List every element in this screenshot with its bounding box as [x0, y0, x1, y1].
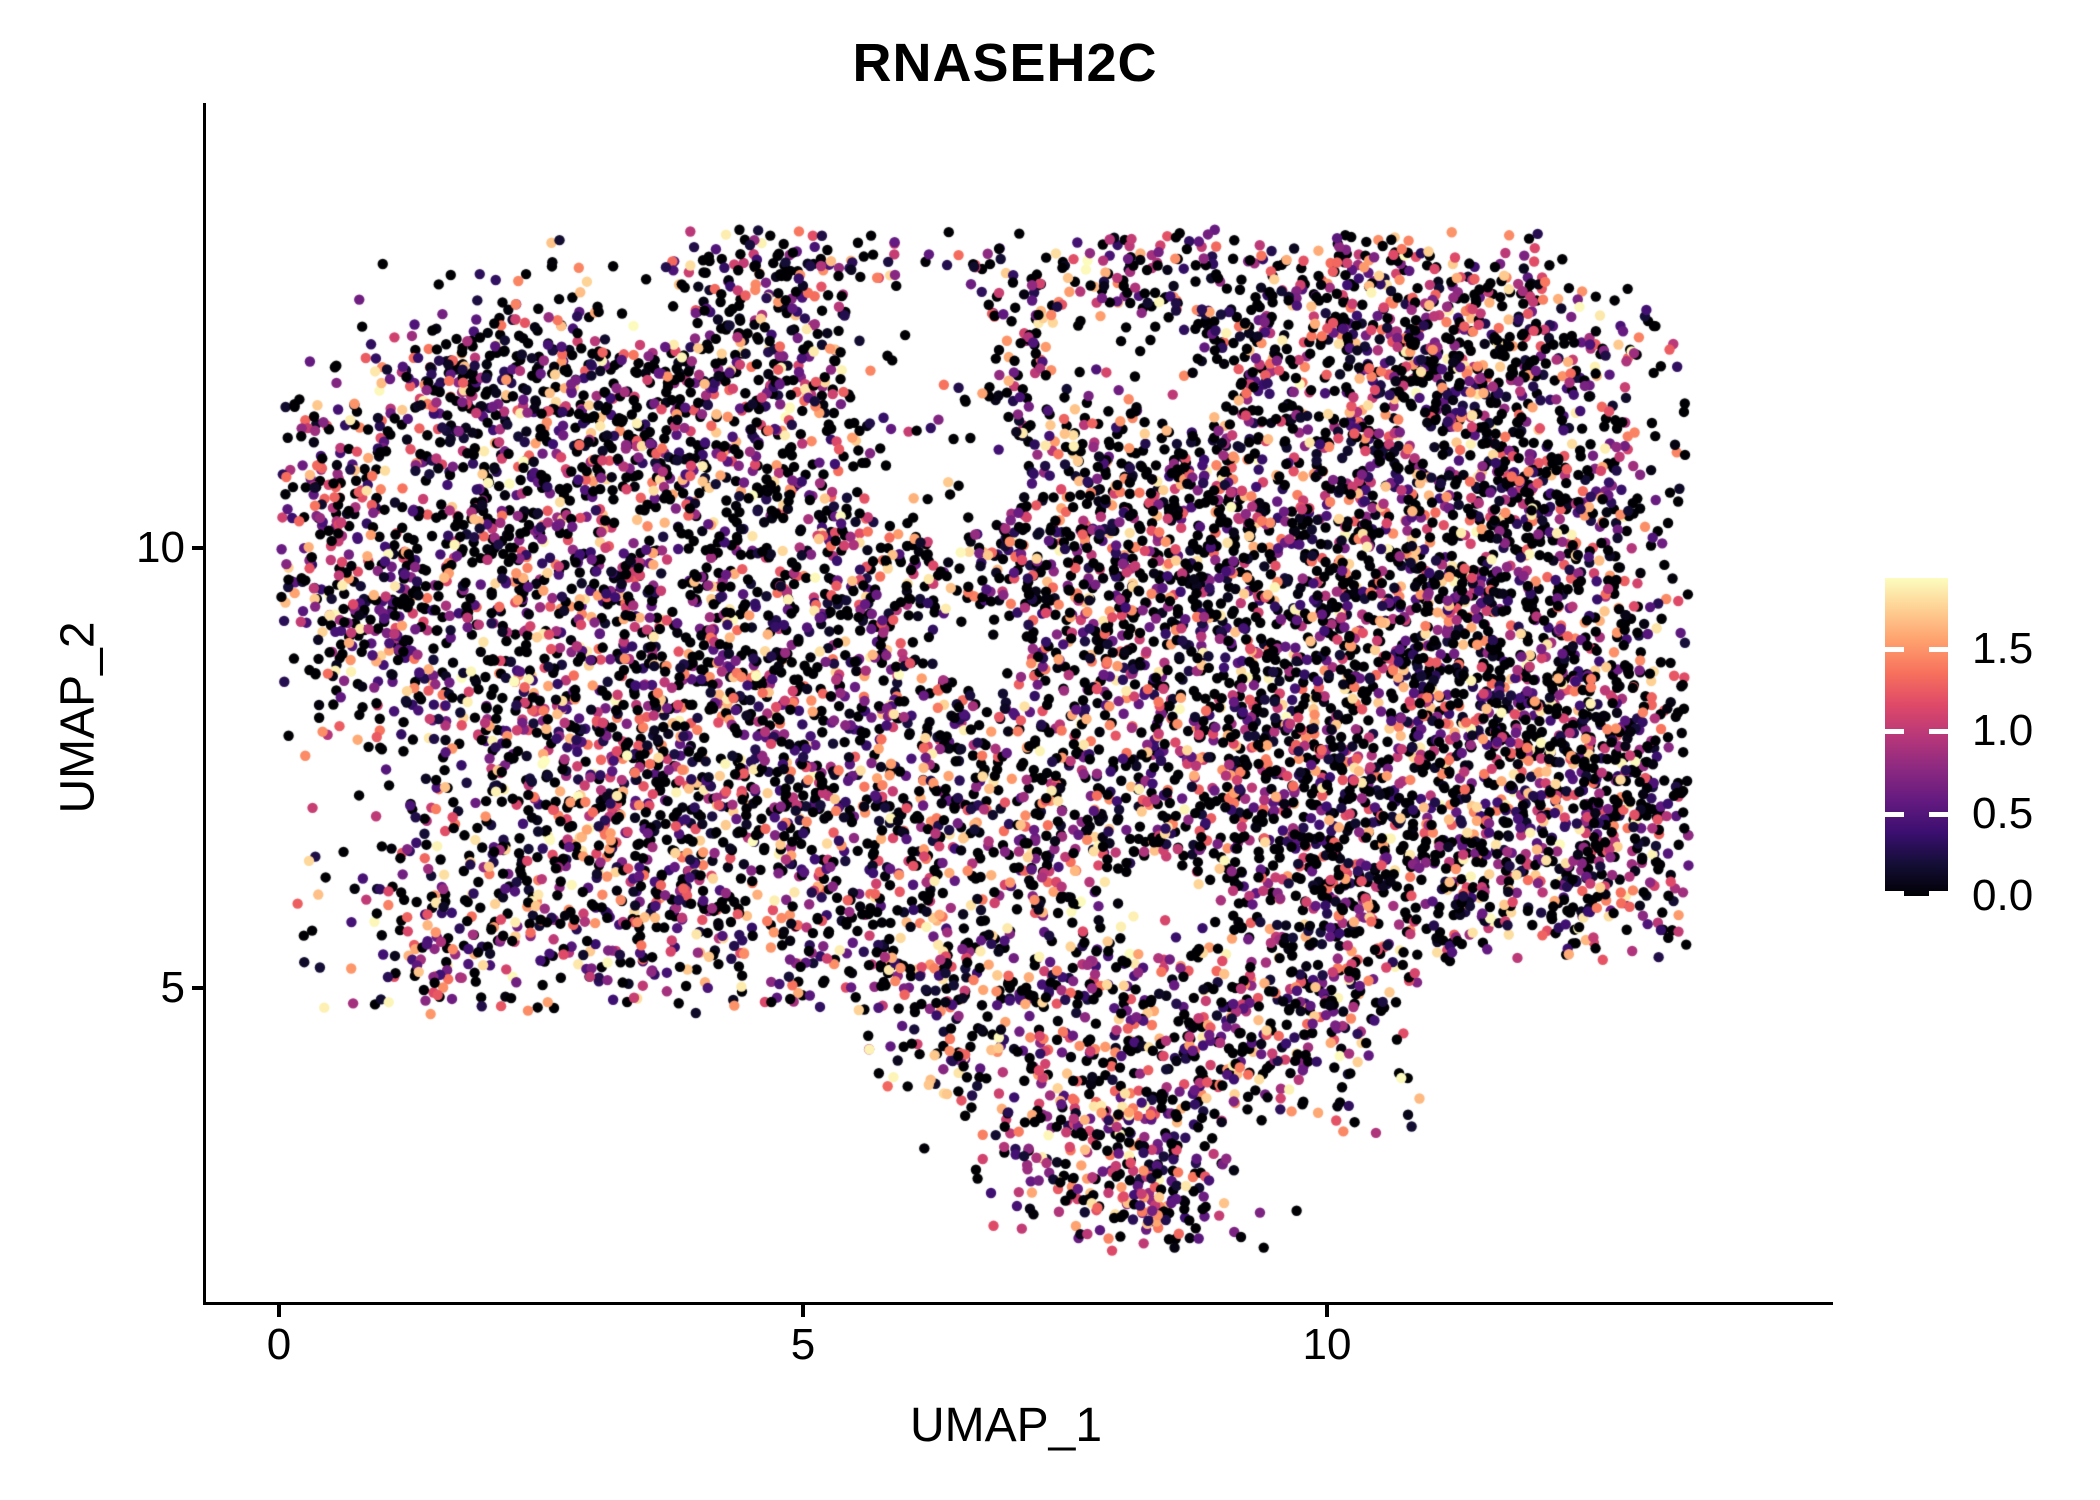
x-axis-line — [203, 1302, 1833, 1305]
colorbar-gradient — [1885, 578, 1948, 896]
plot-title: RNASEH2C — [852, 33, 1158, 93]
colorbar-tick-mark — [1929, 646, 1948, 652]
colorbar-tick-mark — [1929, 891, 1948, 896]
x-axis-title: UMAP_1 — [909, 1399, 1103, 1452]
x-tick-mark — [1325, 1305, 1329, 1317]
colorbar-tick-mark — [1885, 646, 1904, 652]
y-tick-mark — [192, 986, 204, 990]
x-tick-label: 0 — [266, 1320, 292, 1369]
scatter-canvas — [206, 105, 1830, 1302]
colorbar-tick-mark — [1885, 811, 1904, 817]
y-tick-label: 10 — [136, 523, 185, 572]
x-tick-mark — [801, 1305, 805, 1317]
y-axis-title: UMAP_2 — [51, 621, 105, 814]
y-tick-mark — [192, 546, 204, 550]
colorbar-tick-mark — [1929, 729, 1948, 735]
colorbar-tick-mark — [1885, 891, 1904, 896]
colorbar-tick-mark — [1929, 811, 1948, 817]
x-tick-label: 10 — [1302, 1320, 1352, 1369]
colorbar-tick-mark — [1885, 729, 1904, 735]
colorbar-tick-label: 1.5 — [1972, 623, 2034, 673]
colorbar-tick-label: 0.0 — [1972, 871, 2034, 920]
colorbar-tick-label: 0.5 — [1972, 788, 2034, 838]
y-axis-line — [203, 103, 206, 1305]
y-tick-label: 5 — [160, 963, 185, 1012]
x-tick-label: 5 — [790, 1320, 816, 1369]
colorbar-tick-label: 1.0 — [1972, 706, 2034, 756]
x-tick-mark — [277, 1305, 281, 1317]
